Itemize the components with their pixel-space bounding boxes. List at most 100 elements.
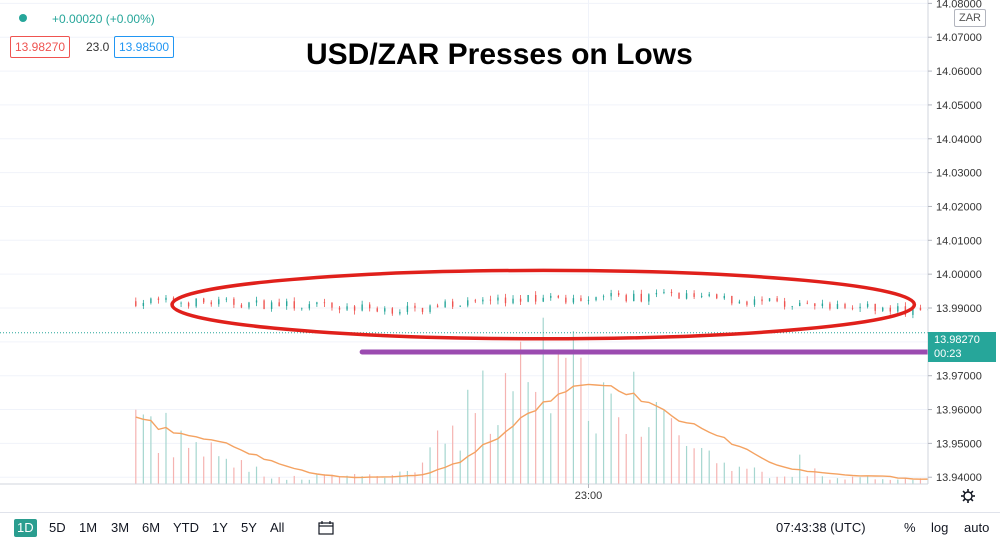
volume-bar-40 [436,430,439,484]
candle-body-25 [323,302,326,304]
candle-body-50 [512,298,514,304]
candle-body-87 [791,306,793,307]
log-scale-button[interactable]: log [931,520,949,535]
candle-body-20 [285,301,288,307]
candle-body-56 [557,295,560,298]
volume-bar-33 [384,477,386,484]
candle-body-36 [406,305,409,312]
percent-scale-button[interactable]: % [904,520,916,535]
candle-body-96 [859,306,861,309]
volume-bar-99 [882,479,884,484]
volume-bar-103 [912,479,914,484]
volume-bar-53 [535,391,537,484]
volume-bar-67 [640,436,642,484]
auto-scale-button[interactable]: auto [964,520,990,535]
compare-dates-icon[interactable] [318,521,334,535]
volume-bar-15 [248,471,250,484]
candle-body-34 [391,308,394,314]
candle-body-55 [550,295,552,298]
range-button-1m[interactable]: 1M [79,520,98,535]
range-button-all[interactable]: All [270,520,285,535]
volume-moving-average [135,383,1000,480]
volume-bar-63 [610,393,612,484]
range-button-5d[interactable]: 5D [49,520,66,535]
candle-body-47 [489,299,492,301]
bid-price-button[interactable]: 13.98270 [10,36,71,58]
volume-bar-104 [919,478,922,484]
volume-bar-12 [225,458,227,484]
candle-body-84 [768,298,771,302]
candle-body-91 [821,303,824,307]
candle-body-95 [851,307,854,309]
volume-bar-9 [203,456,205,484]
candle-body-27 [338,307,341,310]
candle-body-98 [874,303,876,311]
candle-body-63 [610,293,612,297]
candle-body-90 [814,303,816,307]
candle-body-94 [844,304,846,308]
candle-body-72 [678,293,680,299]
utc-clock[interactable]: 07:43:38 (UTC) [776,520,866,535]
range-button-ytd[interactable]: YTD [173,520,199,535]
range-button-1d[interactable]: 1D [14,519,37,537]
volume-bars [135,317,997,484]
range-button-1y[interactable]: 1Y [212,520,228,535]
candle-body-6 [180,302,182,304]
candle-body-92 [829,303,831,309]
volume-bar-97 [867,476,869,484]
range-button-5y[interactable]: 5Y [241,520,257,535]
volume-bar-26 [331,474,333,484]
volume-bar-24 [316,474,318,484]
candle-body-54 [542,297,544,302]
candle-body-37 [414,305,416,308]
y-tick-label-13: 13.95000 [936,438,982,450]
y-tick-label-6: 14.02000 [936,201,982,213]
annotation-ellipse-0 [170,268,917,341]
candle-body-18 [270,302,273,309]
gear-tooth-3 [962,498,966,502]
volume-bar-55 [550,413,552,484]
volume-bar-8 [195,442,197,484]
candle-body-103 [912,307,914,315]
ask-price-button[interactable]: 13.98500 [114,36,175,58]
price-axis[interactable]: 14.08000 14.07000 14.06000 14.05000 14.04000… [927,0,1000,484]
volume-bar-0 [135,409,137,484]
candlestick-chart[interactable]: 14.08000 14.07000 14.06000 14.05000 14.04000… [0,0,1000,512]
x-tick-label-0: 23:00 [575,490,603,502]
candle-body-70 [663,291,665,293]
volume-bar-58 [572,331,574,484]
volume-bar-19 [278,477,280,484]
volume-bar-54 [542,317,544,484]
candle-body-32 [376,308,378,312]
candle-body-82 [753,299,756,305]
y-tick-label-5: 14.03000 [936,168,982,180]
volume-bar-41 [444,443,446,484]
candle-body-44 [467,300,469,306]
candle-body-66 [633,293,635,302]
candle-body-16 [255,300,258,303]
y-tick-label-1: 14.07000 [936,32,982,44]
range-button-6m[interactable]: 6M [142,520,161,535]
volume-bar-87 [791,476,793,484]
range-button-3m[interactable]: 3M [111,520,130,535]
volume-bar-43 [459,450,461,484]
volume-bar-64 [618,417,620,484]
volume-bar-20 [286,479,288,484]
volume-bar-14 [240,460,243,484]
volume-bar-42 [452,425,454,484]
candle-body-101 [897,306,899,312]
candle-body-85 [776,298,778,302]
time-axis[interactable]: 23:001202:0003:0004:0105:0006:0007:0007:… [0,483,1000,502]
candle-body-30 [361,304,363,311]
currency-label[interactable]: ZAR [954,9,986,27]
candle-body-58 [572,298,575,303]
candle-body-79 [731,295,733,304]
gear-tooth-1 [970,498,974,502]
chart-settings-gear-icon[interactable] [961,489,975,503]
volume-bar-52 [527,382,529,484]
candle-body-17 [263,300,265,309]
volume-bar-47 [489,433,492,484]
volume-bar-98 [874,479,876,484]
candle-body-49 [504,297,507,304]
volume-bar-38 [421,462,424,484]
